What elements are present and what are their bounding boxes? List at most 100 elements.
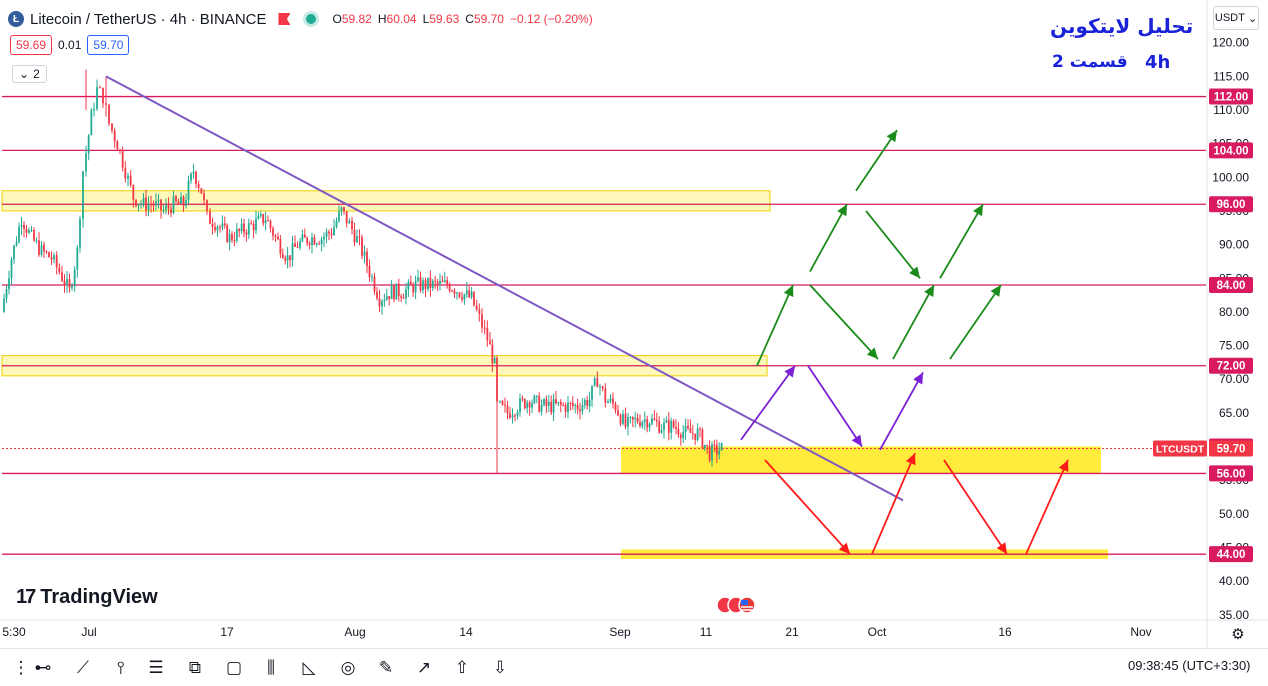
candle-body xyxy=(448,285,451,291)
candle-body xyxy=(715,444,718,455)
candle-body xyxy=(71,285,73,288)
candle-body xyxy=(162,210,165,212)
candle-body xyxy=(180,196,182,204)
candle-body xyxy=(233,240,236,242)
candle-body xyxy=(150,204,152,206)
gear-icon[interactable]: ⚙ xyxy=(1231,626,1245,643)
descending-trendline xyxy=(105,75,904,502)
parallel-channel-tool-icon[interactable]: ☰ xyxy=(148,658,164,677)
candle-body xyxy=(99,87,101,89)
tradingview-logo[interactable]: 17 TradingView xyxy=(16,586,158,608)
candle-body xyxy=(294,243,296,247)
candle-body xyxy=(624,413,627,427)
candle-body xyxy=(588,399,591,407)
candle-body xyxy=(87,135,90,154)
candle-body xyxy=(68,279,71,288)
brush-tool-icon[interactable]: ✎ xyxy=(378,658,394,677)
price-chart[interactable]: 35.0040.0045.0050.0055.0060.0065.0070.00… xyxy=(0,0,1268,648)
candle-body xyxy=(226,225,229,242)
candle-body xyxy=(116,141,119,150)
candle-body xyxy=(557,402,560,404)
candle-body xyxy=(76,247,79,270)
rectangle-tool-icon[interactable]: ▢ xyxy=(225,658,243,677)
y-tick-label: 75.00 xyxy=(1219,339,1249,353)
candle-body xyxy=(708,446,711,461)
candle-body xyxy=(160,199,162,211)
candle-body xyxy=(30,230,33,232)
candle-body xyxy=(679,434,682,439)
circle-tool-icon[interactable]: ◎ xyxy=(340,658,356,677)
trendline-tool-icon[interactable]: ⟋ xyxy=(77,658,89,677)
arrow-tool-icon[interactable]: ↗ xyxy=(416,658,432,677)
candle-body xyxy=(269,220,272,229)
level-price-tag-label: 72.00 xyxy=(1217,361,1246,373)
candle-body xyxy=(535,395,538,397)
level-price-tag-label: 84.00 xyxy=(1217,280,1246,292)
symbol-title[interactable]: Litecoin / TetherUS · 4h · BINANCE xyxy=(30,10,267,28)
candle-body xyxy=(113,130,116,142)
candle-body xyxy=(53,255,55,260)
candle-body xyxy=(252,223,255,231)
candle-body xyxy=(451,290,453,292)
forecast-arrow-head xyxy=(783,284,794,297)
currency-select[interactable]: USDT ⌄ xyxy=(1213,6,1259,30)
candle-body xyxy=(296,246,299,248)
candle-body xyxy=(675,426,677,429)
candle-body xyxy=(140,203,142,205)
candle-body xyxy=(596,378,599,388)
candle-body xyxy=(289,255,291,261)
candle-body xyxy=(203,193,205,201)
candle-body xyxy=(483,327,486,329)
candle-body xyxy=(511,415,514,418)
candle-body xyxy=(353,229,356,243)
drag-handle-icon[interactable]: ⋮ xyxy=(12,658,30,677)
forecast-arrow-line xyxy=(809,284,879,360)
candle-body xyxy=(651,418,653,424)
candle-body xyxy=(463,294,466,300)
vertical-line-tool-icon[interactable]: ⫯ xyxy=(117,658,125,677)
candle-body xyxy=(663,422,665,431)
candle-body xyxy=(486,328,489,341)
candle-body xyxy=(155,201,157,206)
candle-body xyxy=(195,171,197,185)
candle-body xyxy=(419,277,422,291)
candle-body xyxy=(473,291,475,306)
candle-body xyxy=(533,396,536,404)
candle-body xyxy=(609,398,612,402)
y-tick-label: 70.00 xyxy=(1219,372,1249,386)
candle-body xyxy=(499,401,501,403)
candle-body xyxy=(277,236,279,240)
projection-tool-icon[interactable]: ◺ xyxy=(302,658,316,677)
candle-body xyxy=(665,420,668,423)
arrow-down-tool-icon[interactable]: ⇩ xyxy=(492,658,508,677)
candle-body xyxy=(197,184,200,189)
x-tick-label: 21 xyxy=(785,625,799,639)
long-position-tool-icon[interactable]: ⫼ xyxy=(267,658,275,677)
indicators-toggle-button[interactable]: ⌄ 2 xyxy=(12,65,47,83)
candle-body xyxy=(424,280,427,290)
candle-body xyxy=(108,104,110,124)
candle-body xyxy=(325,231,328,237)
candle-body xyxy=(165,205,167,211)
candle-body xyxy=(501,401,504,405)
flag-icon[interactable] xyxy=(278,13,291,25)
candle-body xyxy=(439,280,441,284)
clock[interactable]: 09:38:45 (UTC+3:30) xyxy=(1128,658,1251,673)
y-tick-label: 65.00 xyxy=(1219,406,1249,420)
level-price-tag xyxy=(1209,142,1253,159)
candle-body xyxy=(519,398,521,413)
candle-body xyxy=(655,419,658,422)
candle-body xyxy=(516,412,519,416)
regression-tool-icon[interactable]: ⧉ xyxy=(188,658,202,677)
candle-body xyxy=(555,399,557,404)
candle-body xyxy=(90,110,93,136)
economic-events-icon[interactable] xyxy=(716,596,756,614)
candle-body xyxy=(607,401,609,403)
horizontal-ray-icon[interactable]: ⊷ xyxy=(34,658,52,677)
candle-body xyxy=(368,266,371,277)
sell-price-button[interactable]: 59.69 xyxy=(10,35,53,55)
forecast-arrow-line xyxy=(855,129,898,192)
buy-price-button[interactable]: 59.70 xyxy=(87,35,130,55)
arrow-up-tool-icon[interactable]: ⇧ xyxy=(454,658,470,677)
candle-body xyxy=(320,239,323,245)
